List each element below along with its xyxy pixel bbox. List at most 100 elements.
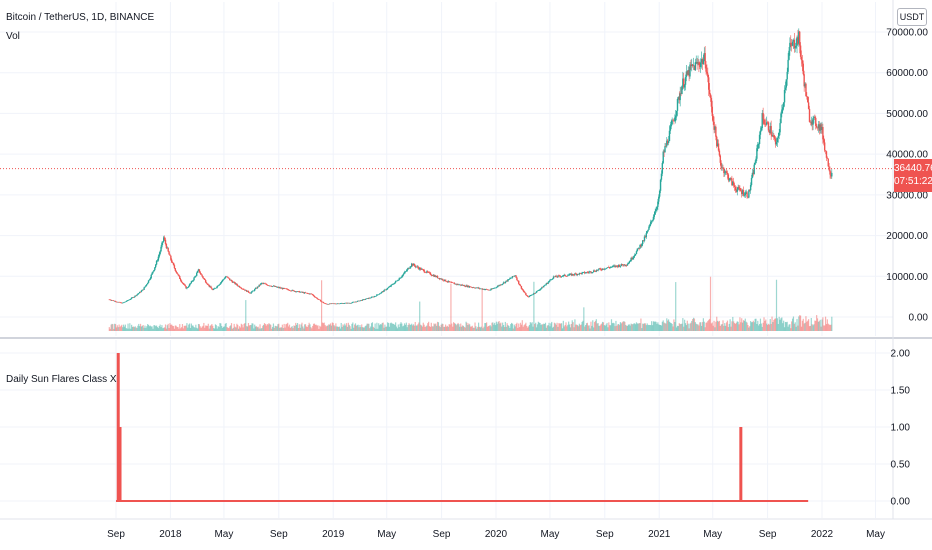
candle-body: [331, 303, 334, 305]
volume-bar: [516, 322, 518, 331]
candle-body: [541, 286, 543, 289]
candle-body: [675, 115, 677, 118]
candle-body: [299, 291, 301, 293]
volume-bar: [597, 323, 599, 331]
volume-bar: [770, 323, 772, 331]
volume-bar: [248, 325, 250, 331]
candle-body: [500, 284, 502, 286]
candle-body: [345, 302, 348, 304]
candle-body: [611, 265, 614, 267]
volume-bar: [795, 326, 797, 331]
volume-bar: [472, 327, 474, 331]
candle-body: [804, 83, 806, 87]
volume-bar: [134, 326, 136, 331]
candle-body: [196, 271, 199, 273]
indicator-legend[interactable]: Daily Sun Flares Class X: [6, 374, 117, 385]
volume-bar: [746, 322, 748, 331]
candle-body: [681, 86, 683, 95]
volume-bar: [503, 327, 506, 331]
candle-body: [520, 286, 523, 289]
volume-bar: [519, 327, 521, 331]
candle-body: [816, 127, 819, 129]
volume-bar: [251, 323, 253, 331]
candle-body: [496, 286, 499, 288]
candle-body: [567, 274, 570, 276]
candle-body: [419, 267, 422, 270]
candle-body: [381, 291, 383, 293]
candle-body: [464, 286, 466, 287]
volume-legend[interactable]: Vol: [6, 31, 20, 42]
candle-body: [647, 229, 649, 232]
candle-body: [535, 291, 538, 293]
volume-bar: [191, 325, 193, 331]
volume-bar: [568, 324, 571, 331]
candle-body: [527, 296, 530, 298]
candle-body: [603, 269, 606, 270]
candle-body: [543, 285, 546, 287]
volume-bar: [630, 323, 632, 331]
volume-bar: [552, 326, 555, 331]
candle-body: [555, 275, 557, 277]
candle-body: [279, 287, 282, 289]
candle-body: [253, 290, 255, 292]
candle-body: [508, 279, 510, 280]
candle-body: [604, 268, 606, 270]
volume-bar: [775, 279, 778, 331]
candle-body: [780, 113, 782, 124]
candle-body: [666, 140, 668, 147]
candle-body: [627, 263, 630, 265]
candle-body: [531, 294, 533, 296]
volume-bar: [571, 320, 573, 331]
volume-bar: [552, 327, 554, 331]
candle-body: [616, 265, 618, 267]
candle-body: [798, 31, 800, 44]
candle-body: [186, 287, 188, 289]
volume-bar: [467, 324, 469, 331]
volume-bar: [109, 328, 111, 331]
volume-bar: [485, 323, 487, 331]
candle-body: [799, 45, 802, 57]
volume-bar: [536, 324, 539, 331]
volume-bar: [203, 322, 205, 331]
volume-bar: [246, 326, 249, 331]
volume-bar: [548, 322, 550, 331]
volume-bar: [163, 327, 165, 331]
volume-bar: [197, 328, 199, 331]
currency-badge[interactable]: USDT: [897, 8, 927, 26]
volume-bar: [501, 326, 503, 331]
candle-body: [782, 107, 784, 110]
candle-body: [509, 278, 512, 279]
volume-bar: [809, 325, 812, 331]
candle-body: [738, 186, 740, 189]
volume-bar: [329, 323, 332, 331]
candle-body: [288, 290, 291, 291]
candle-body: [493, 288, 495, 289]
candle-body: [378, 293, 381, 295]
candle-body: [540, 288, 542, 290]
candle-body: [676, 99, 679, 111]
indicator-bar: [118, 427, 122, 501]
volume-bar: [813, 324, 815, 331]
candle-body: [552, 276, 555, 279]
candle-body: [369, 297, 371, 299]
volume-bar: [547, 325, 549, 331]
volume-bar: [741, 318, 743, 331]
candle-body: [343, 303, 345, 304]
volume-bar: [143, 327, 145, 331]
candle-body: [793, 39, 796, 49]
candle-body: [507, 279, 509, 282]
volume-bar: [205, 325, 207, 331]
volume-bar: [717, 320, 719, 331]
candle-body: [394, 281, 397, 283]
volume-bar: [584, 326, 586, 331]
candle-body: [220, 282, 222, 284]
candle-body: [618, 265, 621, 267]
volume-bar: [296, 324, 298, 331]
candle-body: [217, 285, 219, 287]
volume-bar: [715, 321, 717, 331]
volume-bar: [722, 320, 724, 331]
time-axis-label: May: [703, 529, 722, 540]
volume-bar: [257, 326, 259, 331]
symbol-title[interactable]: Bitcoin / TetherUS, 1D, BINANCE: [6, 12, 155, 23]
